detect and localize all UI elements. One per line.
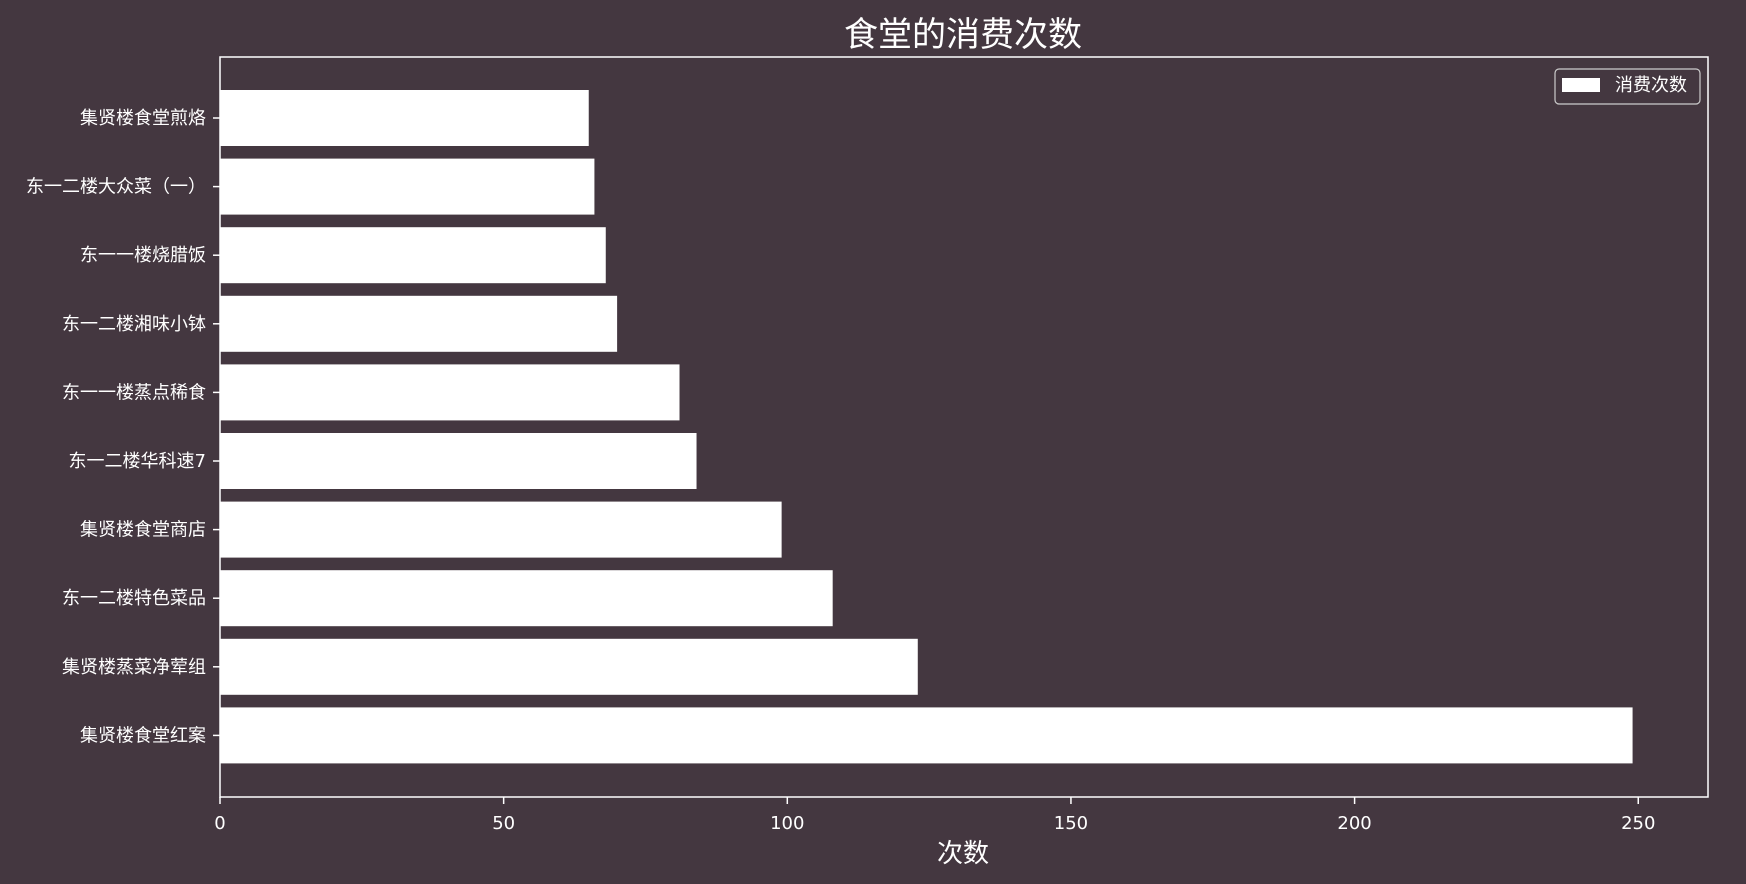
bar-3	[220, 501, 782, 558]
bar-6	[220, 295, 618, 352]
bar-5	[220, 364, 680, 421]
legend-swatch	[1562, 78, 1600, 92]
bar-8	[220, 158, 595, 215]
y-tick-label-4: 东一二楼华科速7	[69, 451, 206, 472]
legend-frame	[1554, 68, 1701, 105]
bar-9	[220, 90, 589, 146]
x-tick-label-2: 100	[770, 813, 804, 834]
x-axis-label: 次数	[937, 839, 989, 869]
chart-title: 食堂的消费次数	[844, 15, 1082, 55]
legend-label: 消费次数	[1615, 75, 1687, 96]
y-tick-label-9: 集贤楼食堂煎烙	[80, 108, 206, 129]
x-tick-label-3: 150	[1054, 813, 1088, 834]
x-tick-label-0: 0	[214, 813, 225, 834]
y-tick-label-3: 集贤楼食堂商店	[80, 520, 206, 541]
x-tick-label-1: 50	[492, 813, 515, 834]
y-tick-label-6: 东一二楼湘味小钵	[62, 314, 206, 335]
y-tick-label-8: 东一二楼大众菜（一）	[26, 177, 206, 198]
bar-7	[220, 227, 606, 284]
x-tick-label-4: 200	[1337, 813, 1371, 834]
y-tick-label-7: 东一一楼烧腊饭	[80, 245, 206, 266]
bar-0	[220, 707, 1633, 764]
bars-layer	[220, 90, 1633, 764]
legend: 消费次数	[1554, 68, 1701, 105]
bar-1	[220, 638, 918, 695]
bar-2	[220, 570, 833, 627]
y-tick-label-0: 集贤楼食堂红案	[80, 725, 206, 746]
y-tick-label-5: 东一一楼蒸点稀食	[62, 382, 206, 403]
x-tick-label-5: 250	[1621, 813, 1655, 834]
plot-frame	[219, 56, 1709, 798]
y-tick-label-1: 集贤楼蒸菜净荤组	[62, 657, 206, 678]
y-tick-label-2: 东一二楼特色菜品	[62, 588, 206, 609]
bar-4	[220, 433, 697, 489]
